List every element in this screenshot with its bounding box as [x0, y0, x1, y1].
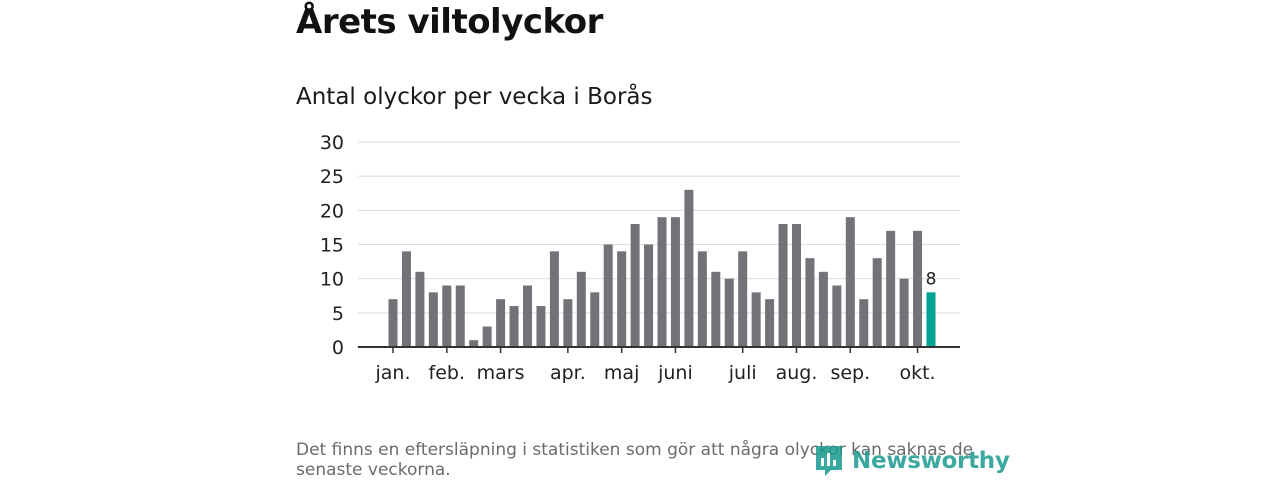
bar	[456, 286, 465, 348]
bar	[671, 217, 680, 347]
x-tick-label: feb.	[429, 362, 465, 384]
x-tick-label: juni	[657, 362, 693, 384]
bar	[483, 327, 492, 348]
bar	[792, 224, 801, 347]
x-tick-label: okt.	[899, 362, 935, 384]
x-tick-label: maj	[604, 362, 639, 384]
bar	[389, 299, 398, 347]
y-tick-label: 20	[320, 200, 344, 222]
bar	[900, 279, 909, 347]
bar	[604, 245, 613, 348]
bar	[429, 292, 438, 347]
y-tick-label: 30	[320, 132, 344, 154]
bar	[415, 272, 424, 347]
logo-text: Newsworthy	[852, 448, 1010, 474]
bar	[805, 258, 814, 347]
bar	[617, 251, 626, 347]
bar	[846, 217, 855, 347]
bar	[752, 292, 761, 347]
x-tick-label: apr.	[550, 362, 586, 384]
bar	[523, 286, 532, 348]
bar	[711, 272, 720, 347]
bar	[658, 217, 667, 347]
bar	[698, 251, 707, 347]
bar	[644, 245, 653, 348]
y-tick-label: 25	[320, 166, 344, 188]
bar-chart: 0 5 10 15 20 25 30 8 jan. feb. mars apr. maj juni juli…	[296, 125, 976, 395]
bar	[913, 231, 922, 347]
bar	[563, 299, 572, 347]
bar	[402, 251, 411, 347]
bar	[442, 286, 451, 348]
x-tick-label: juli	[728, 362, 757, 384]
chart-title: Årets viltolyckor	[296, 2, 603, 42]
bar	[469, 340, 478, 347]
y-tick-label: 10	[320, 269, 344, 291]
bar	[765, 299, 774, 347]
bar	[725, 279, 734, 347]
bar	[886, 231, 895, 347]
bar	[859, 299, 868, 347]
bar	[738, 251, 747, 347]
newsworthy-logo-icon	[814, 444, 844, 478]
chart-subtitle: Antal olyckor per vecka i Borås	[296, 84, 653, 110]
x-tick-label: jan.	[374, 362, 410, 384]
bar	[631, 224, 640, 347]
x-tick-label: mars	[477, 362, 525, 384]
bar	[684, 190, 693, 347]
bar	[590, 292, 599, 347]
bar	[873, 258, 882, 347]
y-tick-label: 5	[332, 303, 344, 325]
bar-highlight	[927, 292, 936, 347]
x-tick-label: aug.	[776, 362, 818, 384]
y-tick-label: 15	[320, 235, 344, 257]
bar	[510, 306, 519, 347]
bar	[819, 272, 828, 347]
bar	[536, 306, 545, 347]
bar	[832, 286, 841, 348]
y-tick-label: 0	[332, 337, 344, 359]
bar	[550, 251, 559, 347]
newsworthy-logo: Newsworthy	[814, 444, 1010, 478]
bar	[496, 299, 505, 347]
bar	[577, 272, 586, 347]
x-tick-label: sep.	[830, 362, 870, 384]
data-label: 8	[926, 269, 937, 289]
bar	[779, 224, 788, 347]
